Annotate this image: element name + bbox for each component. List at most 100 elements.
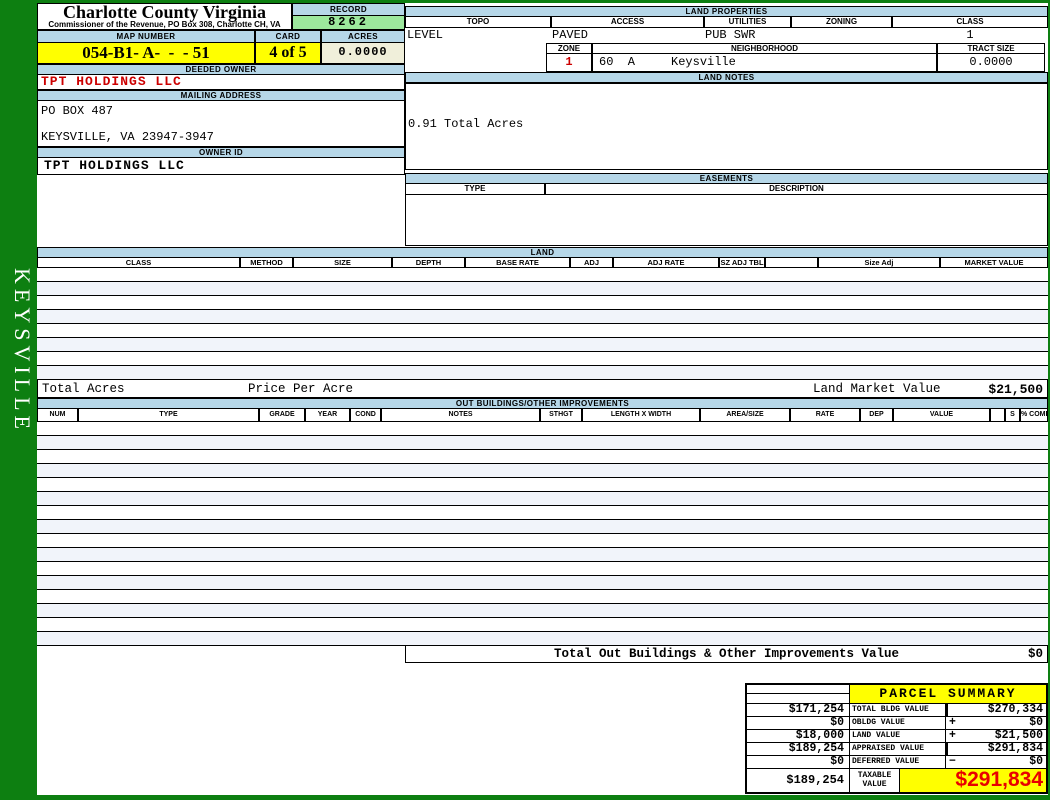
op: +	[949, 729, 956, 742]
op: +	[949, 716, 956, 729]
col-size: SIZE	[293, 258, 392, 268]
empty-table-row	[37, 576, 1048, 590]
col-class: CLASS	[37, 258, 240, 268]
easements-empty-box	[405, 195, 1048, 246]
empty-table-row	[37, 422, 1048, 436]
prior-taxable-value: $189,254	[747, 769, 850, 792]
mailing-address-box: PO BOX 487 KEYSVILLE, VA 23947-3947	[37, 101, 405, 147]
taxable-label-line2: VALUE	[862, 780, 887, 789]
tract-size-label: TRACT SIZE	[937, 43, 1045, 54]
land-table-section: LAND CLASS METHOD SIZE DEPTH BASE RATE A…	[37, 247, 1048, 398]
col-blank	[765, 258, 818, 268]
card-value: 4 of 5	[255, 43, 321, 64]
col-sz-adj-tbl: SZ ADJ TBL	[719, 258, 765, 268]
summary-row-deferred: $0 DEFERRED VALUE − $0	[747, 756, 1046, 769]
empty-table-row	[37, 464, 1048, 478]
prior-land-value: $18,000	[747, 730, 850, 743]
empty-table-row	[37, 492, 1048, 506]
obldg-value: + $0	[946, 717, 1046, 730]
value: $0	[1029, 755, 1043, 768]
acres-value: 0.0000	[321, 43, 405, 64]
utilities-label: UTILITIES	[704, 17, 791, 28]
class-value: 1	[966, 28, 974, 42]
total-bldg-value: $270,334	[946, 704, 1046, 717]
empty-table-row	[37, 268, 1048, 282]
empty-table-row	[37, 324, 1048, 338]
col-adj: ADJ	[570, 258, 613, 268]
owner-id-value: TPT HOLDINGS LLC	[37, 158, 405, 175]
land-properties-label: LAND PROPERTIES	[405, 6, 1048, 17]
out-buildings-total-value: $0	[1027, 647, 1043, 661]
zone-value-row: 1 60 A Keysville 0.0000	[546, 54, 1045, 72]
col-notes: NOTES	[381, 409, 540, 422]
acres-label: ACRES	[321, 30, 405, 43]
empty-table-row	[37, 506, 1048, 520]
easement-type-label: TYPE	[405, 184, 545, 195]
easements-label: EASEMENTS	[405, 173, 1048, 184]
land-market-value: $21,500	[988, 382, 1043, 397]
prior-appraised-value: $189,254	[747, 743, 850, 756]
empty-table-row	[37, 436, 1048, 450]
col-depth: DEPTH	[392, 258, 465, 268]
value: $21,500	[994, 729, 1043, 742]
land-market-value-label: Land Market Value	[813, 382, 941, 396]
taxable-value-label: TAXABLE VALUE	[850, 769, 900, 792]
zone-value: 1	[546, 54, 592, 72]
easement-description-label: DESCRIPTION	[545, 184, 1048, 195]
col-method: METHOD	[240, 258, 293, 268]
record-number: 8262	[292, 16, 405, 30]
owner-id-label: OWNER ID	[37, 147, 405, 158]
easements-header-row: TYPE DESCRIPTION	[405, 184, 1048, 195]
land-total-row: Total Acres Price Per Acre Land Market V…	[37, 380, 1048, 398]
parcel-summary-table: PARCEL SUMMARY $171,254 TOTAL BLDG VALUE…	[745, 683, 1048, 794]
col-year: YEAR	[305, 409, 350, 422]
col-adj-rate: ADJ RATE	[613, 258, 719, 268]
col-s: S	[1005, 409, 1020, 422]
out-buildings-header-row: NUM TYPE GRADE YEAR COND NOTES STHGT LEN…	[37, 409, 1048, 422]
col-sthgt: STHGT	[540, 409, 582, 422]
col-dep: DEP	[860, 409, 893, 422]
land-properties-block: LAND PROPERTIES TOPO ACCESS UTILITIES ZO…	[405, 3, 1048, 246]
county-header-row: Charlotte County Virginia Commissioner o…	[37, 3, 405, 30]
out-buildings-label: OUT BUILDINGS/OTHER IMPROVEMENTS	[37, 398, 1048, 409]
summary-row-total-bldg: $171,254 TOTAL BLDG VALUE $270,334	[747, 704, 1046, 717]
empty-table-row	[37, 618, 1048, 632]
deferred-value-label: DEFERRED VALUE	[850, 756, 946, 769]
summary-row-obldg: $0 OBLDG VALUE + $0	[747, 717, 1046, 730]
value: $0	[1029, 716, 1043, 729]
zone-header-row: ZONE NEIGHBORHOOD TRACT SIZE	[546, 43, 1045, 54]
empty-table-row	[37, 604, 1048, 618]
utilities-value: PUB SWR	[705, 28, 756, 42]
empty-table-row	[37, 520, 1048, 534]
summary-row-land: $18,000 LAND VALUE + $21,500	[747, 730, 1046, 743]
taxable-value: $291,834	[900, 769, 1046, 792]
summary-row-taxable: $189,254 TAXABLE VALUE $291,834	[747, 769, 1046, 792]
access-label: ACCESS	[551, 17, 704, 28]
deeded-owner-value: TPT HOLDINGS LLC	[37, 75, 405, 90]
col-pct-comp: % COMP	[1020, 409, 1048, 422]
col-length-width: LENGTH X WIDTH	[582, 409, 700, 422]
empty-table-row	[37, 366, 1048, 380]
class-label: CLASS	[892, 17, 1048, 28]
header-owner-block: Charlotte County Virginia Commissioner o…	[37, 3, 405, 175]
topo-label: TOPO	[405, 17, 551, 28]
summary-blank-cell	[747, 685, 850, 704]
col-size-adj: Size Adj	[818, 258, 940, 268]
col-cond: COND	[350, 409, 381, 422]
out-buildings-section: OUT BUILDINGS/OTHER IMPROVEMENTS NUM TYP…	[37, 398, 1048, 663]
record-box: RECORD 8262	[292, 3, 405, 30]
land-notes-box: 0.91 Total Acres	[405, 83, 1048, 170]
empty-table-row	[37, 296, 1048, 310]
value: $291,834	[987, 742, 1043, 755]
land-table-header-row: CLASS METHOD SIZE DEPTH BASE RATE ADJ AD…	[37, 258, 1048, 268]
address-line-2: KEYSVILLE, VA 23947-3947	[41, 130, 214, 144]
land-properties-value-row: LEVEL PAVED PUB SWR 1	[405, 28, 1048, 43]
mailing-address-label: MAILING ADDRESS	[37, 90, 405, 101]
empty-table-row	[37, 548, 1048, 562]
empty-table-row	[37, 282, 1048, 296]
empty-table-row	[37, 534, 1048, 548]
prior-total-bldg-value: $171,254	[747, 704, 850, 717]
out-buildings-total-row: Total Out Buildings & Other Improvements…	[405, 646, 1048, 663]
map-number-header-row: MAP NUMBER CARD ACRES	[37, 30, 405, 43]
appraised-value: $291,834	[946, 743, 1046, 756]
